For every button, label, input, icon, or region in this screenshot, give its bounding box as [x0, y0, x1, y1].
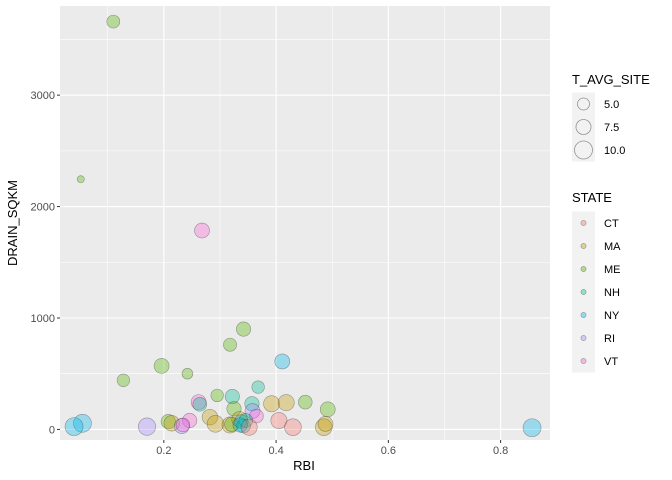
- data-point-me: [224, 416, 240, 432]
- data-point-ma: [315, 418, 333, 436]
- data-point-me: [116, 373, 131, 387]
- data-point-ma: [263, 395, 281, 413]
- color-legend-label: ME: [604, 264, 621, 276]
- data-point-ny: [234, 414, 249, 429]
- data-point-ct: [284, 418, 302, 436]
- color-legend-key-ma: [580, 243, 587, 249]
- data-point-nh: [224, 389, 240, 405]
- size-legend-key-bg: [572, 138, 595, 162]
- data-point-me: [319, 401, 336, 418]
- x-tick-label: 0.4: [268, 445, 283, 457]
- data-point-nh: [251, 380, 265, 394]
- data-point-nh: [192, 397, 207, 412]
- size-legend-key: [574, 140, 593, 160]
- data-point-me: [226, 401, 242, 417]
- color-legend-key-bg: [572, 349, 595, 373]
- color-legend-key-ct: [580, 220, 587, 226]
- size-legend-key: [577, 97, 590, 111]
- data-point-me: [160, 414, 176, 430]
- data-point-vt: [175, 417, 191, 433]
- data-point-me: [76, 175, 85, 184]
- color-legend-label: NH: [604, 287, 620, 299]
- color-legend-key-ny: [580, 312, 587, 318]
- data-point-me: [236, 321, 252, 337]
- x-axis-title: RBI: [293, 458, 315, 473]
- axes: 0.2 0.4 0.6 0.8 0 1000 2000 3000: [31, 90, 509, 457]
- color-legend-label: RI: [604, 333, 615, 345]
- data-point-me: [153, 358, 170, 374]
- x-tick-label: 0.2: [156, 445, 171, 457]
- y-tick-label: 3000: [31, 90, 55, 102]
- data-point-vt: [249, 408, 264, 424]
- color-legend-key-vt: [580, 358, 587, 364]
- size-legend-label: 10.0: [604, 145, 625, 157]
- color-legend-label: MA: [604, 241, 621, 253]
- data-point-ma: [206, 415, 225, 433]
- x-tick-label: 0.8: [493, 445, 508, 457]
- data-point-ct: [240, 418, 258, 436]
- panel-background: [60, 6, 550, 440]
- y-tick-label: 1000: [31, 313, 55, 325]
- plot-panel: [60, 6, 550, 440]
- color-legend-key-bg: [572, 280, 595, 304]
- data-point-me: [106, 14, 121, 29]
- data-point-ny: [232, 417, 248, 433]
- data-point-ct: [270, 412, 288, 429]
- data-point-vt: [194, 222, 210, 239]
- data-point-ny: [64, 417, 84, 436]
- data-point-ma: [221, 416, 239, 434]
- data-point-nh: [238, 413, 253, 428]
- data-point-nh: [244, 396, 260, 412]
- x-tick-label: 0.6: [381, 445, 396, 457]
- legend: T_AVG_SITE 5.0 7.5 10.0 STATE CT MA ME NH NY RI VT: [572, 72, 650, 373]
- grid-lines: [60, 6, 550, 440]
- color-legend-key-bg: [572, 303, 595, 327]
- color-legend-key-nh: [580, 289, 587, 295]
- color-legend-label: VT: [604, 356, 618, 368]
- y-axis-title: DRAIN_SQKM: [5, 180, 20, 266]
- color-legend-key-bg: [572, 257, 595, 281]
- data-points: [64, 14, 542, 438]
- size-legend-title: T_AVG_SITE: [572, 72, 650, 87]
- y-tick-label: 2000: [31, 202, 55, 214]
- color-legend-key-bg: [572, 326, 595, 350]
- color-legend-label: NY: [604, 310, 620, 322]
- data-point-ma: [231, 411, 248, 428]
- data-point-vt: [190, 394, 207, 410]
- data-point-nh: [236, 418, 251, 434]
- data-point-ny: [274, 353, 291, 370]
- data-point-vt: [182, 413, 198, 429]
- data-point-ri: [137, 417, 156, 436]
- data-point-ri: [244, 403, 261, 419]
- size-legend-label: 5.0: [604, 99, 619, 111]
- data-point-me: [298, 394, 313, 410]
- data-point-me: [223, 337, 237, 352]
- color-legend-label: CT: [604, 218, 619, 230]
- data-point-ma: [201, 409, 218, 426]
- size-legend-key-bg: [572, 92, 595, 116]
- color-legend-key-bg: [572, 211, 595, 235]
- data-point-me: [210, 388, 224, 403]
- color-legend-title: STATE: [572, 190, 612, 205]
- data-point-me: [181, 368, 194, 380]
- data-point-ny: [73, 413, 92, 433]
- size-legend-key: [575, 119, 592, 135]
- color-legend-key-ri: [580, 335, 587, 341]
- data-point-ma: [317, 416, 334, 432]
- color-legend-key-bg: [572, 234, 595, 258]
- size-legend-label: 7.5: [604, 122, 619, 134]
- data-point-ma: [277, 394, 295, 412]
- y-tick-label: 0: [49, 424, 55, 436]
- size-legend-key-bg: [572, 115, 595, 139]
- data-point-ma: [163, 415, 180, 432]
- color-legend-key-me: [580, 266, 587, 272]
- data-point-ny: [522, 418, 542, 438]
- data-point-ri: [173, 418, 190, 434]
